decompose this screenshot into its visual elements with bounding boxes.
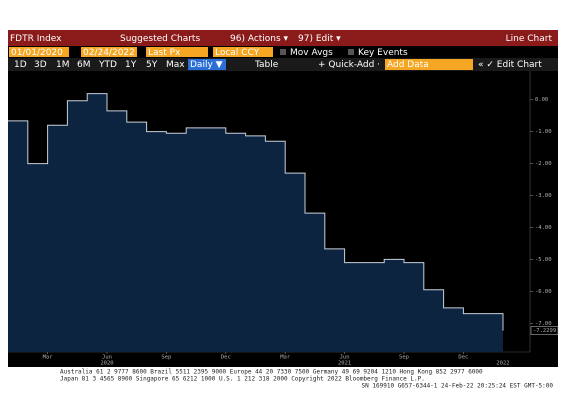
input-box[interactable]: [385, 59, 473, 70]
y-tick-label: -3.00: [535, 193, 552, 199]
y-tick-label: 0.00: [535, 97, 548, 103]
last-price-box: [530, 326, 559, 335]
y-tick-label: -6.00: [535, 289, 552, 295]
tab[interactable]: 5Y: [146, 60, 158, 70]
footer-line: Australia 61 2 9777 8600 Brazil 5511 239…: [60, 369, 483, 376]
tab[interactable]: 1Y: [125, 60, 137, 70]
x-tick-label: Mar: [43, 355, 54, 361]
tab[interactable]: 6M: [77, 60, 91, 70]
last-price-label: -7.2299: [533, 328, 556, 334]
tab-bar: [8, 58, 558, 71]
year-label: 2020: [100, 361, 113, 367]
y-tick-label: -7.00: [535, 321, 552, 327]
top-item[interactable]: Line Chart: [506, 34, 553, 44]
tab[interactable]: 3D: [34, 60, 47, 70]
area: [8, 93, 503, 352]
field-text: Last Px: [148, 48, 181, 58]
field-text: 02/24/2022: [83, 48, 135, 58]
y-tick-label: -1.00: [535, 129, 552, 135]
field-text: Key Events: [358, 48, 408, 58]
x-tick-label: Sep: [161, 355, 171, 361]
checkbox[interactable]: [348, 49, 354, 55]
tab[interactable]: Daily ▼: [190, 60, 223, 70]
x-tick-label: Dec: [221, 355, 231, 361]
line: [8, 93, 504, 331]
field-text: Local CCY: [215, 48, 260, 58]
field-box[interactable]: [9, 47, 69, 57]
tab[interactable]: Table: [254, 60, 279, 70]
footer-line: Japan 81 3 4565 8900 Singapore 65 6212 1…: [60, 376, 425, 383]
y-tick-label: -5.00: [535, 257, 552, 263]
x-tick-label: Dec: [458, 355, 468, 361]
y-tick-label: -2.00: [535, 161, 552, 167]
x-tick-label: Jun: [340, 355, 350, 361]
tab[interactable]: « ✓ Edit Chart: [478, 60, 542, 70]
field-box[interactable]: [213, 47, 273, 57]
tab[interactable]: Add Data: [387, 60, 429, 70]
x-tick-label: Sep: [399, 355, 409, 361]
year-label: 2021: [338, 361, 351, 367]
tab[interactable]: 1M: [56, 60, 70, 70]
top-item[interactable]: Suggested Charts: [120, 34, 200, 44]
field-text: Mov Avgs: [290, 48, 333, 58]
tab[interactable]: + Quick-Add ·: [318, 60, 380, 70]
x-tick-label: Mar: [280, 355, 291, 361]
tab-active[interactable]: [188, 59, 226, 70]
year-label: 2022: [496, 361, 509, 367]
checkbox[interactable]: [280, 49, 286, 55]
top-item[interactable]: 97) Edit ▾: [298, 34, 341, 44]
tab[interactable]: Max: [166, 60, 185, 70]
y-tick-label: -4.00: [535, 225, 552, 231]
top-item: FDTR Index: [10, 34, 62, 44]
field-box[interactable]: [81, 47, 137, 57]
footer-line: SN 169910 G657-6344-1 24-Feb-22 20:25:24…: [362, 383, 554, 390]
top-bar: [8, 30, 558, 46]
field-box[interactable]: [146, 47, 208, 57]
top-item[interactable]: 96) Actions ▾: [230, 34, 289, 44]
tab[interactable]: 1D: [14, 60, 27, 70]
field-text: 01/01/2020: [11, 48, 63, 58]
tab[interactable]: YTD: [98, 60, 117, 70]
x-tick-label: Jun: [102, 355, 112, 361]
